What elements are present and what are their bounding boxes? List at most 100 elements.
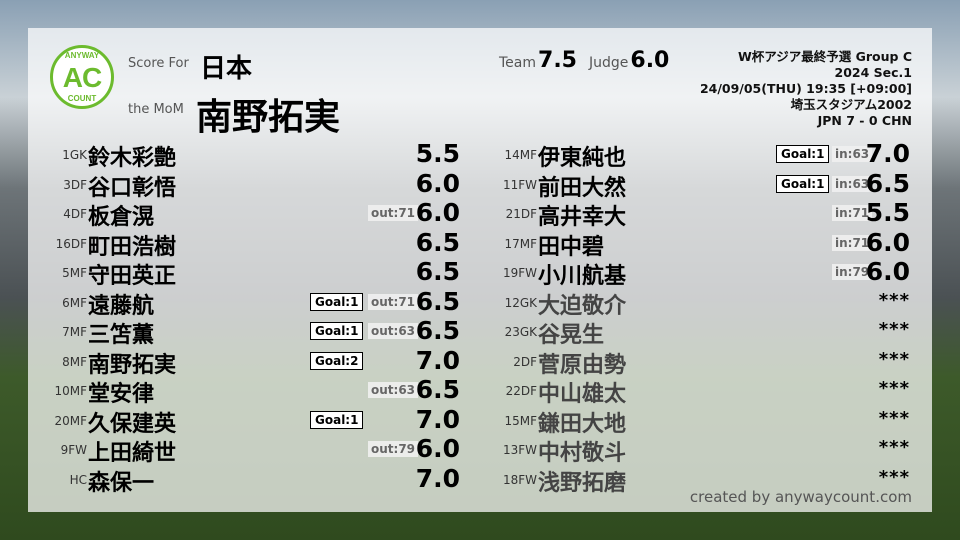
player-position: 22DF xyxy=(505,384,537,398)
player-rating: 7.0 xyxy=(415,345,460,375)
player-rating: 6.5 xyxy=(415,316,460,345)
player-rating: 7.0 xyxy=(415,463,460,493)
player-position: 23GK xyxy=(504,325,537,339)
player-name: 鈴木彩艶 xyxy=(88,146,177,171)
player-name: 小川航基 xyxy=(538,264,627,289)
player-name: 町田浩樹 xyxy=(88,234,177,260)
player-row: 9FW 上田綺世 out:79 6.0 xyxy=(30,434,460,466)
player-position: 6MF xyxy=(62,295,87,310)
player-position: 9FW xyxy=(60,443,87,457)
player-position: 12GK xyxy=(504,295,537,310)
player-position: 13FW xyxy=(502,443,537,457)
player-position: 14MF xyxy=(504,148,537,162)
player-position: 11FW xyxy=(502,177,537,192)
player-position: 19FW xyxy=(502,266,537,280)
player-row: 4DF 板倉滉 out:71 6.0 xyxy=(30,198,460,230)
goal-badge: Goal:1 xyxy=(310,322,364,340)
player-row: 8MF 南野拓実 Goal:2 7.0 xyxy=(30,345,460,378)
substitution-badge: out:71 xyxy=(368,205,419,221)
player-row: 17MF 田中碧 in:71 6.0 xyxy=(480,227,910,260)
player-name: 中山雄太 xyxy=(538,382,627,407)
substitution-badge: in:63 xyxy=(832,146,873,162)
player-name: 田中碧 xyxy=(538,234,605,260)
anywaycount-logo: ANYWAY AC COUNT xyxy=(50,45,114,109)
player-rating: *** xyxy=(878,348,910,370)
player-row: 6MF 遠藤航 Goal:1 out:71 6.5 xyxy=(30,287,460,319)
player-position: 5MF xyxy=(62,266,87,280)
judge-score: Judge6.0 xyxy=(589,48,669,73)
substitution-badge: in:71 xyxy=(832,205,873,221)
player-position: 8MF xyxy=(62,354,87,369)
player-rating: 5.5 xyxy=(865,198,910,227)
match-info: W杯アジア最終予選 Group C 2024 Sec.1 24/09/05(TH… xyxy=(700,49,912,129)
player-name: 浅野拓磨 xyxy=(538,470,627,496)
player-name: 三笘薫 xyxy=(88,323,155,348)
player-row: 15MF 鎌田大地 *** xyxy=(480,405,910,437)
player-position: 4DF xyxy=(63,207,87,221)
player-position: 2DF xyxy=(513,354,537,369)
player-rating: *** xyxy=(878,319,910,340)
player-rating: 6.5 xyxy=(865,168,910,198)
player-position: HC xyxy=(69,472,87,487)
substitution-badge: in:71 xyxy=(832,234,873,251)
player-name: 谷口彰悟 xyxy=(88,175,177,201)
player-rating: *** xyxy=(878,378,910,399)
substitution-badge: out:63 xyxy=(368,323,419,339)
player-rating: 7.0 xyxy=(415,404,460,434)
player-row: 20MF 久保建英 Goal:1 7.0 xyxy=(30,404,460,437)
player-position: 20MF xyxy=(54,413,87,428)
datetime: 24/09/05(THU) 19:35 [+09:00] xyxy=(699,81,912,96)
player-name: 前田大然 xyxy=(538,175,627,201)
section: 2024 Sec.1 xyxy=(834,65,912,80)
player-row: 21DF 高井幸大 in:71 5.5 xyxy=(480,198,910,230)
player-name: 中村敬斗 xyxy=(538,441,627,466)
player-name: 南野拓実 xyxy=(88,352,177,378)
player-position: 18FW xyxy=(502,472,537,487)
player-row: 18FW 浅野拓磨 *** xyxy=(480,464,910,496)
player-name: 上田綺世 xyxy=(88,441,177,466)
competition: W杯アジア最終予選 Group C xyxy=(737,49,912,64)
player-rating: 6.0 xyxy=(865,257,910,286)
goal-badge: Goal:1 xyxy=(310,410,364,429)
credit: created by anywaycount.com xyxy=(689,488,912,506)
team-name: 日本 xyxy=(200,54,253,84)
substitution-badge: out:79 xyxy=(368,441,419,457)
player-row: 11FW 前田大然 Goal:1 in:63 6.5 xyxy=(480,168,910,201)
player-row: 7MF 三笘薫 Goal:1 out:63 6.5 xyxy=(30,316,460,348)
player-name: 遠藤航 xyxy=(88,293,155,319)
player-name: 伊東純也 xyxy=(538,146,627,171)
result: JPN 7 - 0 CHN xyxy=(817,113,912,128)
mom-label: the MoM xyxy=(128,102,184,117)
player-row: HC 森保一 7.0 xyxy=(30,463,460,496)
substitution-badge: in:79 xyxy=(832,264,873,280)
player-name: 高井幸大 xyxy=(538,205,627,230)
player-rating: 7.0 xyxy=(865,139,910,168)
player-rating: 6.5 xyxy=(415,257,460,286)
player-name: 久保建英 xyxy=(88,411,177,437)
team-score: Team7.5 xyxy=(499,48,577,73)
player-rating: *** xyxy=(878,289,910,311)
substitution-badge: in:63 xyxy=(832,175,873,192)
player-position: 7MF xyxy=(62,325,87,339)
player-name: 大迫敬介 xyxy=(538,293,627,319)
goal-badge: Goal:1 xyxy=(310,292,364,311)
player-row: 1GK 鈴木彩艶 5.5 xyxy=(30,139,460,171)
score-panel xyxy=(28,28,932,512)
player-rating: 6.0 xyxy=(415,168,460,198)
player-row: 23GK 谷晃生 *** xyxy=(480,316,910,348)
player-position: 17MF xyxy=(504,236,537,251)
logo-bottom-text: COUNT xyxy=(67,94,97,103)
player-rating: 6.5 xyxy=(415,375,460,404)
judge-score-value: 6.0 xyxy=(630,48,670,73)
player-row: 14MF 伊東純也 Goal:1 in:63 7.0 xyxy=(480,139,910,171)
player-rating: 6.0 xyxy=(415,434,460,463)
player-row: 19FW 小川航基 in:79 6.0 xyxy=(480,257,910,289)
player-rating: 6.5 xyxy=(415,227,460,257)
player-rating: 6.0 xyxy=(865,227,910,257)
player-name: 菅原由勢 xyxy=(538,352,627,378)
player-row: 3DF 谷口彰悟 6.0 xyxy=(30,168,460,201)
player-position: 16DF xyxy=(55,236,87,251)
player-name: 谷晃生 xyxy=(538,323,605,348)
player-name: 守田英正 xyxy=(88,264,177,289)
goal-badge: Goal:1 xyxy=(776,145,830,163)
